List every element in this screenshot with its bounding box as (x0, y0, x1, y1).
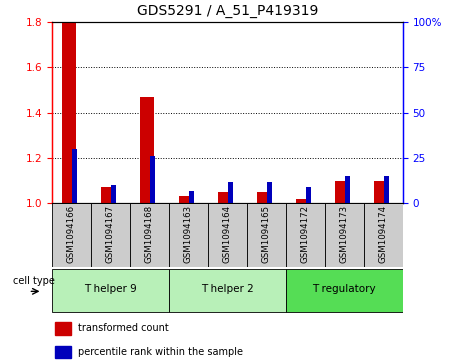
Bar (296, 199, 310, 203)
Bar (130, 203, 169, 267)
Bar (247, 203, 286, 267)
Text: GSM1094163: GSM1094163 (184, 205, 193, 263)
Bar (286, 269, 403, 311)
Text: GSM1094172: GSM1094172 (301, 205, 310, 263)
Bar (111, 185, 116, 203)
Text: transformed count: transformed count (78, 323, 169, 333)
Bar (208, 203, 247, 267)
Bar (218, 192, 232, 203)
Text: GSM1094164: GSM1094164 (223, 205, 232, 263)
Text: T helper 2: T helper 2 (201, 285, 254, 294)
Bar (189, 191, 194, 203)
Text: T helper 9: T helper 9 (84, 285, 137, 294)
Bar (267, 182, 271, 203)
Bar (325, 203, 364, 267)
Text: GSM1094173: GSM1094173 (340, 205, 349, 263)
Bar (62, 22, 76, 203)
Bar (335, 180, 349, 203)
Bar (286, 203, 325, 267)
Bar (374, 180, 388, 203)
Bar (169, 203, 208, 267)
Bar (72, 149, 76, 203)
Bar (140, 97, 154, 203)
Bar (179, 196, 193, 203)
Bar (384, 176, 388, 203)
Bar (55, 322, 71, 335)
Text: T regulatory: T regulatory (312, 285, 376, 294)
Bar (228, 182, 233, 203)
Bar (52, 203, 91, 267)
Text: GSM1094166: GSM1094166 (67, 205, 76, 263)
Bar (52, 269, 169, 311)
Bar (101, 187, 115, 203)
Bar (169, 269, 286, 311)
Bar (150, 156, 154, 203)
Bar (91, 203, 130, 267)
Bar (257, 192, 271, 203)
Title: GDS5291 / A_51_P419319: GDS5291 / A_51_P419319 (136, 4, 318, 18)
Text: GSM1094168: GSM1094168 (145, 205, 154, 263)
Bar (306, 187, 310, 203)
Text: percentile rank within the sample: percentile rank within the sample (78, 347, 243, 357)
Text: cell type: cell type (13, 276, 55, 286)
Text: GSM1094165: GSM1094165 (262, 205, 271, 263)
Bar (345, 176, 350, 203)
Bar (55, 346, 71, 358)
Text: GSM1094167: GSM1094167 (106, 205, 115, 263)
Bar (364, 203, 403, 267)
Text: GSM1094174: GSM1094174 (379, 205, 388, 263)
